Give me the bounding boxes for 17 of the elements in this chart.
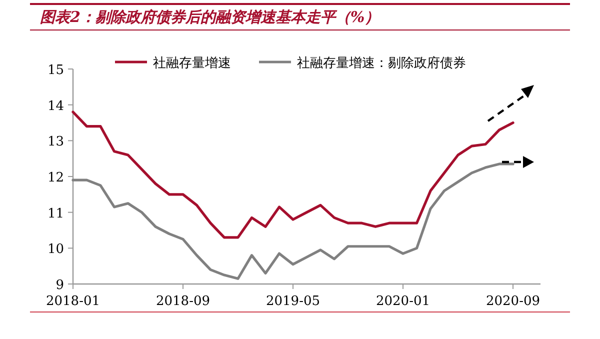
legend-item: 社融存量增速：剔除政府债券 [259,56,466,71]
legend-item: 社融存量增速 [115,56,231,71]
title: 图表2：剔除政府债券后的融资增速基本走平（%） [40,8,380,26]
x-tick-label: 2020-01 [376,294,430,309]
y-tick-label: 11 [47,206,64,222]
y-tick-label: 13 [47,134,64,150]
x-tick-label: 2018-09 [156,294,210,309]
y-tick-label: 12 [47,170,64,186]
legend-label: 社融存量增速 [153,56,231,71]
legend-label: 社融存量增速：剔除政府债券 [297,55,466,71]
x-tick-label: 2019-05 [266,294,320,309]
y-tick-label: 14 [47,98,64,114]
x-tick-label: 2020-09 [486,294,540,309]
y-tick-label: 15 [47,63,64,78]
x-tick-label: 2018-01 [46,294,100,309]
y-tick-label: 10 [47,242,64,258]
y-tick-label: 9 [56,278,64,293]
